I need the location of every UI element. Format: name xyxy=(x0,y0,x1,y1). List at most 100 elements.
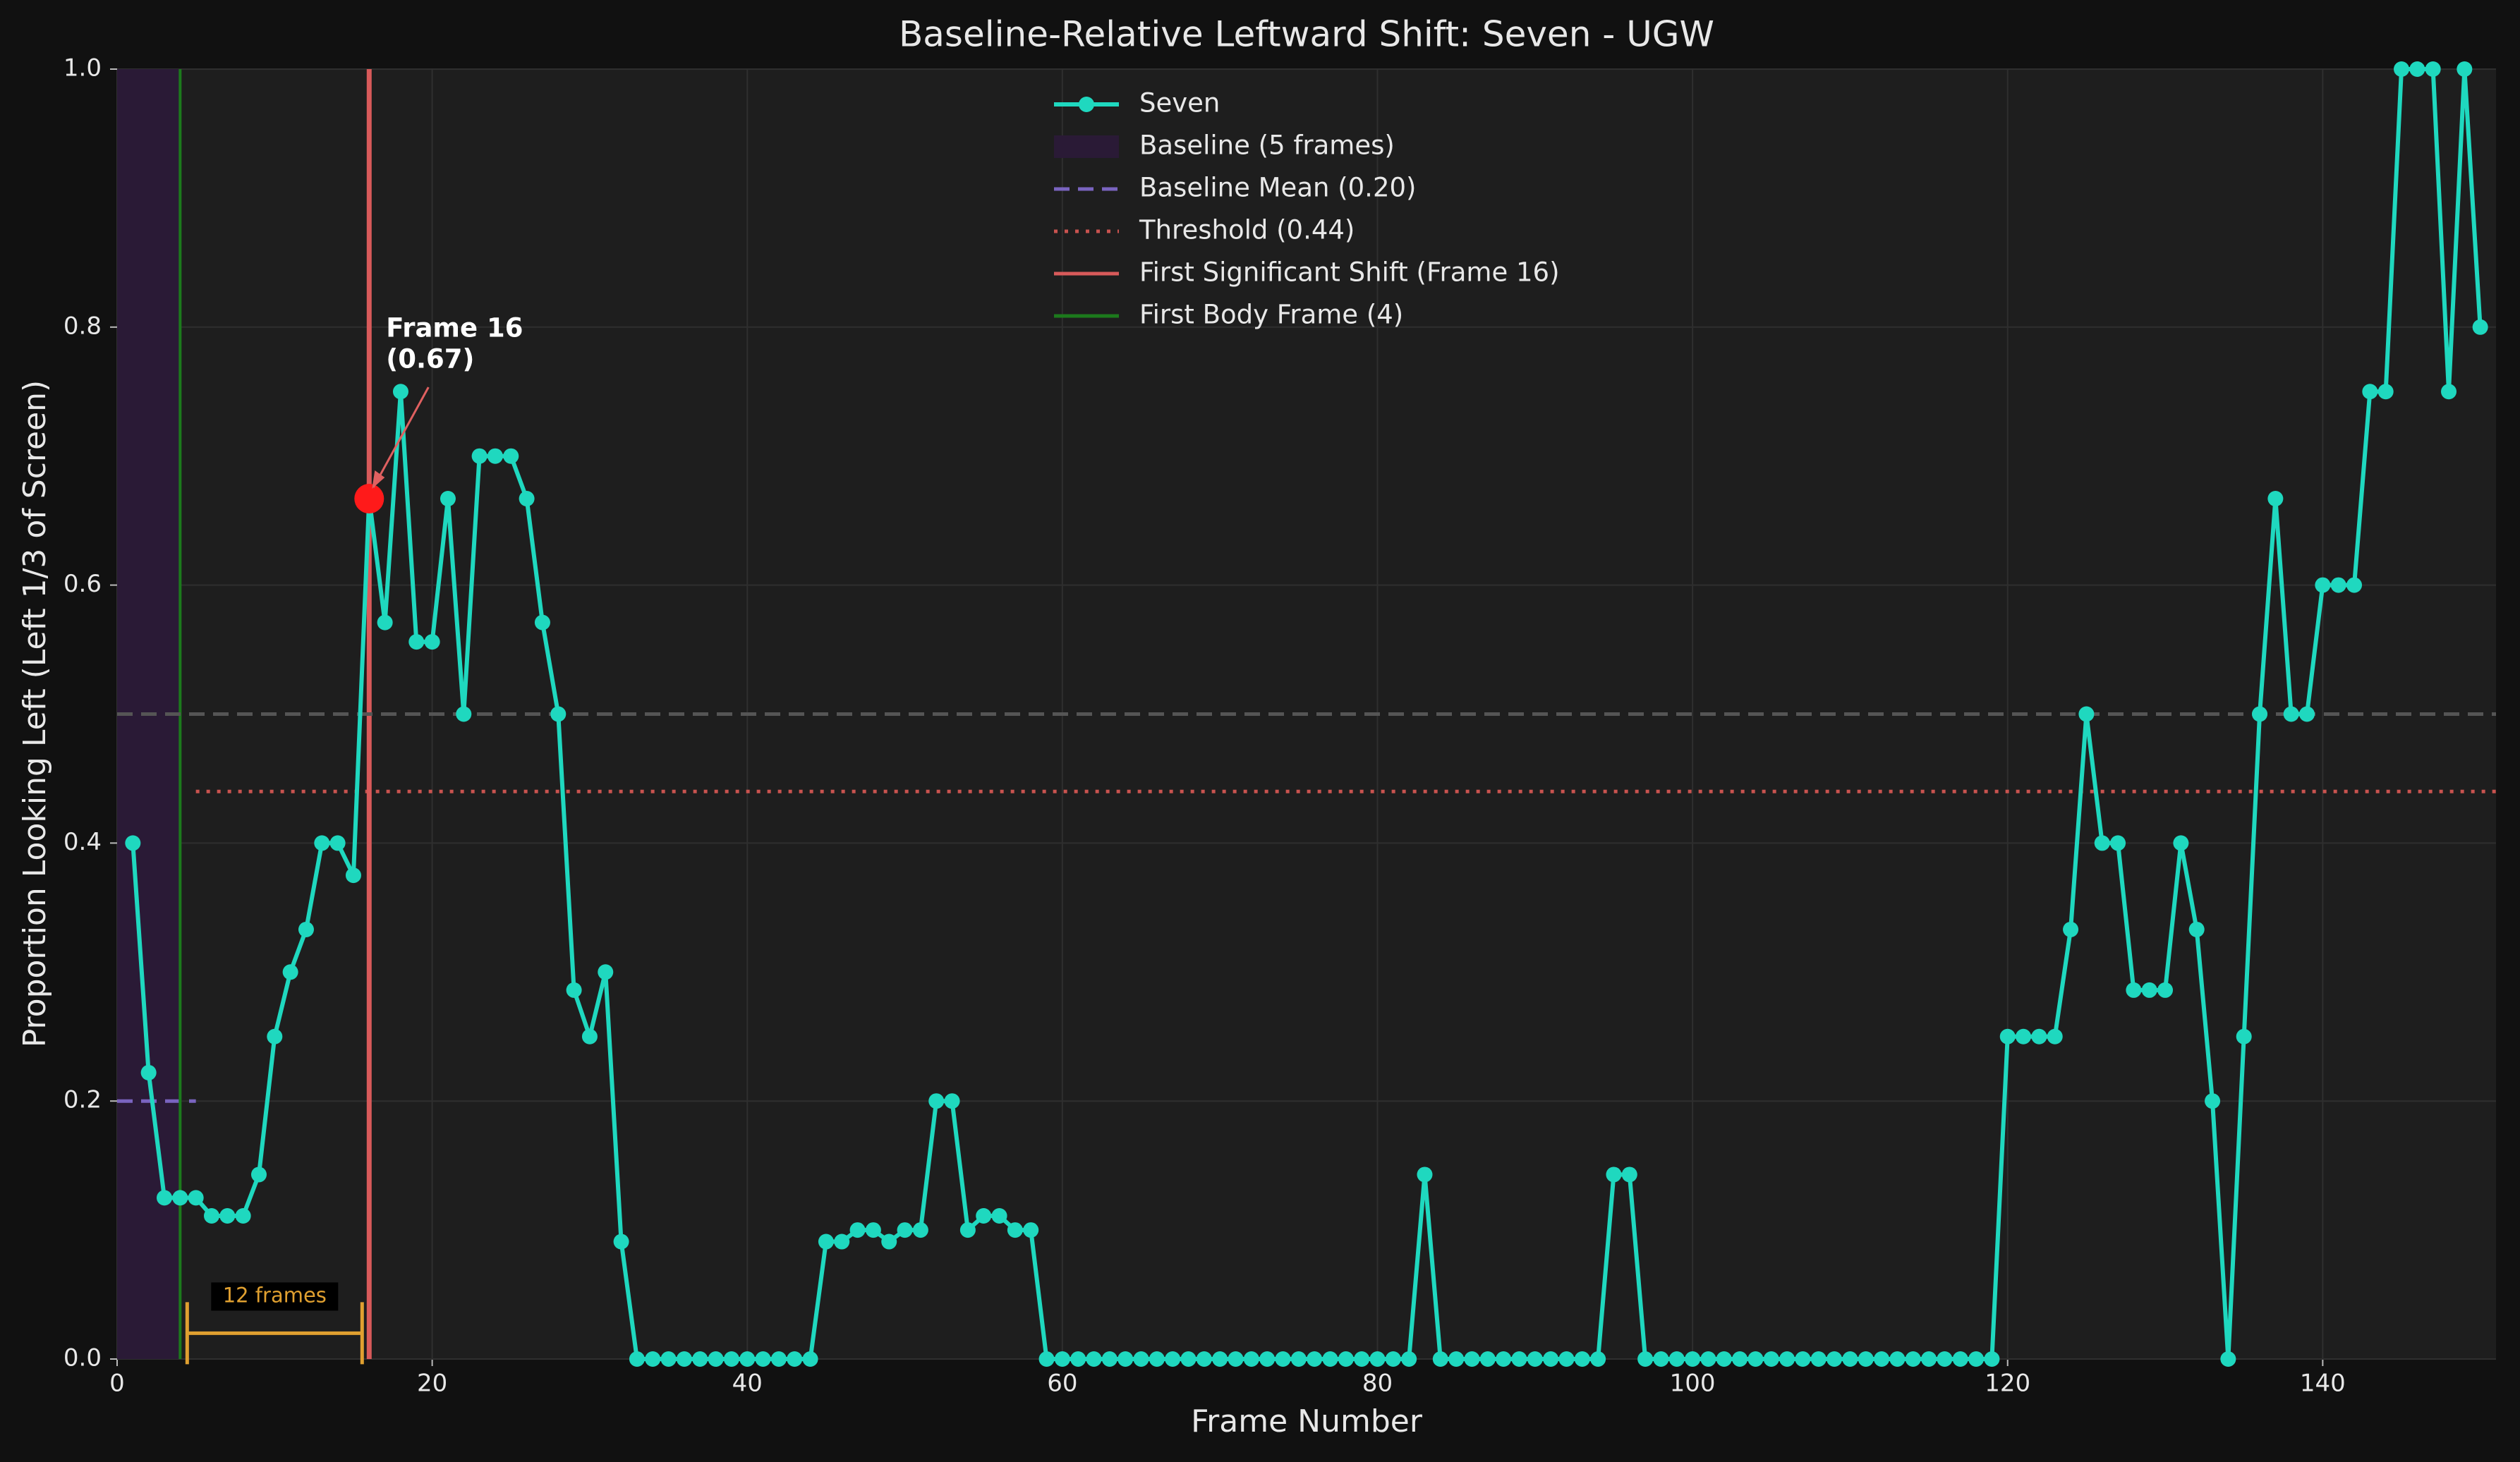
series-marker xyxy=(1606,1166,1622,1183)
legend-label: Baseline (5 frames) xyxy=(1139,130,1395,161)
series-marker xyxy=(1968,1351,1985,1367)
series-marker xyxy=(2063,921,2079,937)
annotation-arrow xyxy=(372,386,430,488)
series-marker xyxy=(2110,835,2126,851)
series-marker xyxy=(408,634,425,650)
series-marker xyxy=(1464,1351,1480,1367)
series-marker xyxy=(1054,1351,1070,1367)
series-marker xyxy=(1668,1351,1685,1367)
series-marker xyxy=(2441,384,2457,400)
y-tick-label: 0.4 xyxy=(63,828,102,856)
series-marker xyxy=(125,835,141,851)
series-marker xyxy=(1827,1351,1843,1367)
series-marker xyxy=(1574,1351,1590,1367)
series-marker xyxy=(298,921,314,937)
series-marker xyxy=(1243,1351,1259,1367)
series-marker xyxy=(928,1093,945,1109)
chart-title: Baseline-Relative Leftward Shift: Seven … xyxy=(899,14,1714,55)
series-marker xyxy=(519,491,535,507)
x-tick-label: 20 xyxy=(417,1370,447,1398)
series-marker xyxy=(865,1222,881,1238)
series-marker xyxy=(487,448,503,464)
series-marker xyxy=(991,1207,1007,1224)
series-marker xyxy=(1369,1351,1386,1367)
series-marker xyxy=(1637,1351,1654,1367)
series-marker xyxy=(282,964,298,980)
series-marker xyxy=(235,1207,251,1224)
series-marker xyxy=(2173,835,2189,851)
series-marker xyxy=(1322,1351,1338,1367)
series-marker xyxy=(2094,835,2110,851)
series-marker xyxy=(534,614,550,631)
series-marker xyxy=(755,1351,771,1367)
legend-label: Baseline Mean (0.20) xyxy=(1139,173,1416,203)
series-marker xyxy=(2377,384,2394,400)
series-marker xyxy=(581,1028,598,1044)
series-marker xyxy=(1810,1351,1827,1367)
series-marker xyxy=(172,1190,188,1206)
series-marker xyxy=(897,1222,913,1238)
series-marker xyxy=(676,1351,692,1367)
series-marker xyxy=(2315,577,2331,593)
series-marker xyxy=(834,1233,850,1250)
series-marker xyxy=(1527,1351,1543,1367)
series-marker xyxy=(944,1093,960,1109)
series-marker xyxy=(1432,1351,1448,1367)
highlight-point xyxy=(354,484,384,514)
series-marker xyxy=(1212,1351,1228,1367)
annotation-text: (0.67) xyxy=(386,344,474,374)
series-marker xyxy=(2425,61,2441,77)
series-marker xyxy=(1417,1166,1433,1183)
series-marker xyxy=(503,448,519,464)
series-marker xyxy=(2299,706,2315,722)
series-marker xyxy=(1070,1351,1086,1367)
legend-label: Seven xyxy=(1139,88,1220,118)
x-tick-label: 120 xyxy=(1985,1370,2030,1398)
series-marker xyxy=(1779,1351,1795,1367)
x-tick-label: 60 xyxy=(1047,1370,1077,1398)
x-tick-label: 40 xyxy=(732,1370,763,1398)
legend-swatch xyxy=(1079,97,1094,112)
series-marker xyxy=(802,1351,818,1367)
series-marker xyxy=(1117,1351,1134,1367)
bracket-label-box xyxy=(211,1282,339,1311)
series-marker xyxy=(1479,1351,1496,1367)
series-marker xyxy=(645,1351,661,1367)
series-marker xyxy=(2031,1028,2047,1044)
series-marker xyxy=(1653,1351,1669,1367)
series-marker xyxy=(2472,319,2488,335)
series-marker xyxy=(2362,384,2378,400)
x-tick-label: 80 xyxy=(1362,1370,1393,1398)
series-marker xyxy=(629,1351,645,1367)
series-marker xyxy=(1905,1351,1921,1367)
series-marker xyxy=(1023,1222,1039,1238)
series-marker xyxy=(2078,706,2095,722)
x-tick-label: 140 xyxy=(2300,1370,2346,1398)
legend-label: Threshold (0.44) xyxy=(1139,215,1355,245)
legend-label: First Significant Shift (Frame 16) xyxy=(1139,257,1560,288)
series-marker xyxy=(140,1064,157,1080)
series-marker xyxy=(1007,1222,1023,1238)
series-marker xyxy=(456,706,472,722)
series-marker xyxy=(2188,921,2205,937)
series-marker xyxy=(1984,1351,2000,1367)
series-marker xyxy=(1338,1351,1354,1367)
series-marker xyxy=(1196,1351,1212,1367)
series-marker xyxy=(2141,982,2157,998)
series-marker xyxy=(976,1207,992,1224)
legend-label: First Body Frame (4) xyxy=(1139,300,1403,330)
series-marker xyxy=(2157,982,2174,998)
series-marker xyxy=(1842,1351,1858,1367)
series-marker xyxy=(708,1351,724,1367)
y-tick-label: 0.2 xyxy=(63,1086,102,1114)
bracket-label: 12 frames xyxy=(223,1283,327,1307)
series-marker xyxy=(471,448,487,464)
series-marker xyxy=(1858,1351,1874,1367)
series-marker xyxy=(2283,706,2299,722)
series-marker xyxy=(250,1166,267,1183)
series-marker xyxy=(1038,1351,1055,1367)
series-marker xyxy=(818,1233,834,1250)
series-marker xyxy=(1732,1351,1748,1367)
